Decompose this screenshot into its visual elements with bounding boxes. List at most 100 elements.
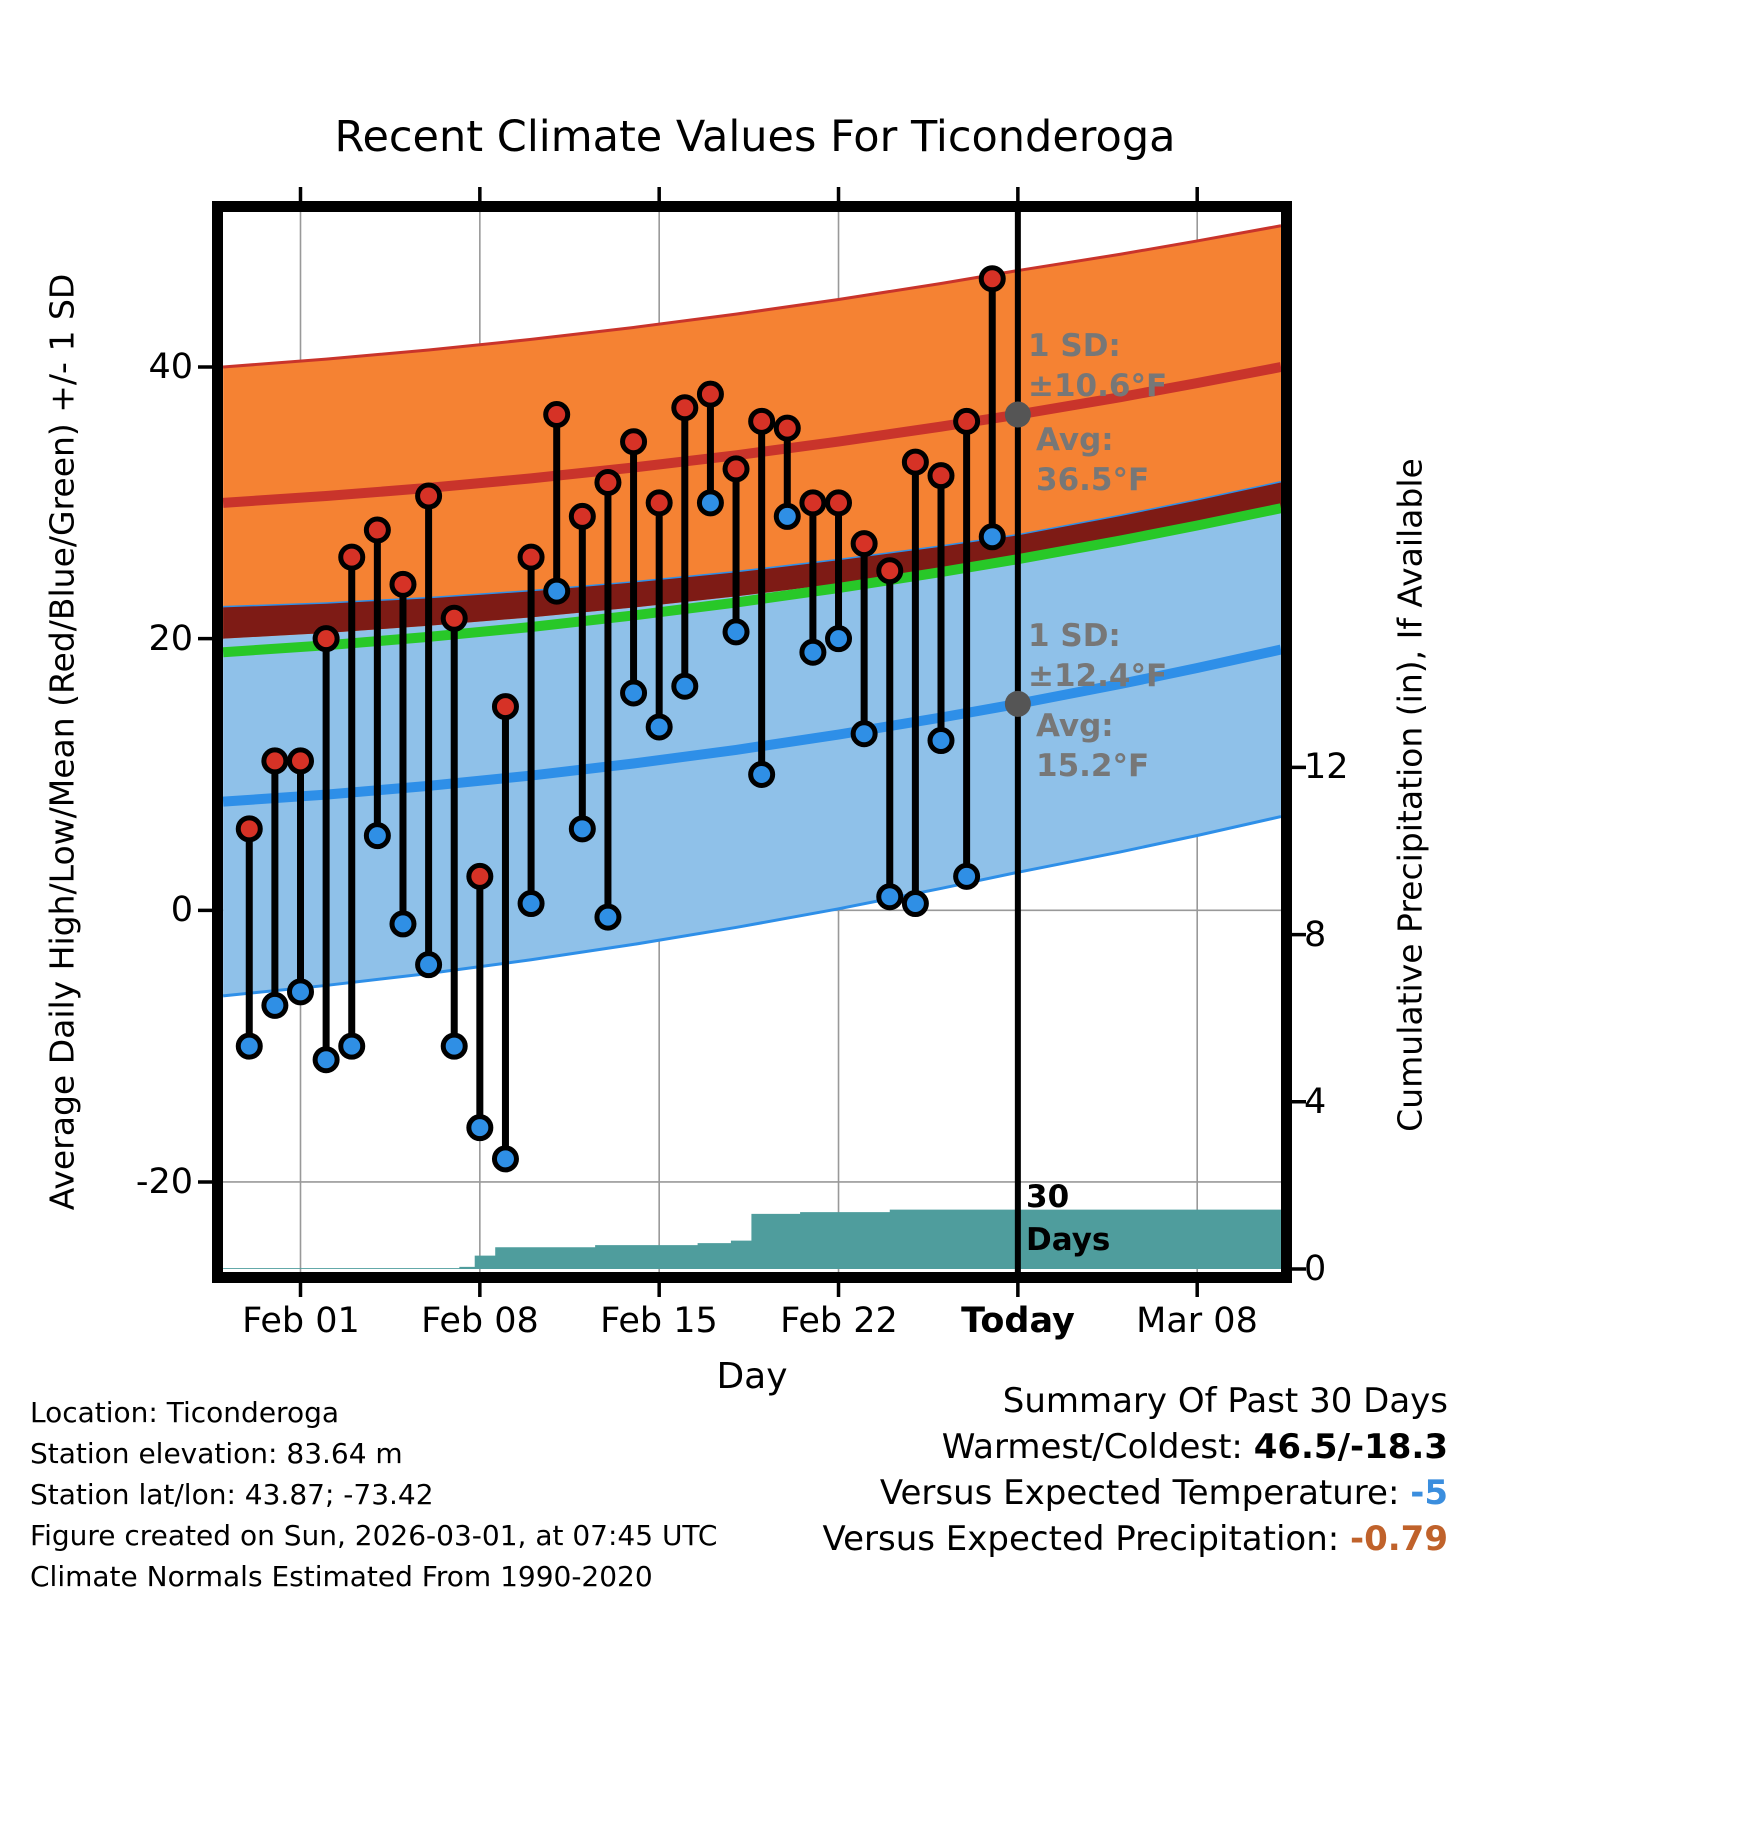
today-low-avg-marker	[1004, 690, 1031, 717]
x-tick-feb08: Feb 08	[421, 1301, 539, 1341]
footer-location: Location: Ticonderoga	[30, 1396, 340, 1429]
daily-high-dot	[415, 482, 443, 510]
footer-block: Location: Ticonderoga Station elevation:…	[30, 1392, 717, 1597]
y-right-tick-0: 0	[1304, 1249, 1327, 1289]
footer-latlon: Station lat/lon: 43.87; -73.42	[30, 1478, 434, 1511]
daily-high-dot	[389, 570, 417, 598]
y-right-axis-label: Cumulative Precipitation (in), If Availa…	[1390, 458, 1430, 1132]
y-right-tick-12: 12	[1304, 747, 1349, 787]
daily-low-dot	[543, 577, 571, 605]
band-overlap	[223, 482, 1281, 639]
x-tick-mar08: Mar 08	[1136, 1301, 1258, 1341]
daily-high-dot	[491, 693, 519, 721]
y-left-tick-20: 20	[148, 619, 193, 659]
daily-high-dot	[568, 502, 596, 530]
daily-low-dot	[363, 822, 391, 850]
daily-high-dot	[978, 265, 1006, 293]
daily-low-dot	[901, 890, 929, 918]
daily-high-dot	[312, 625, 340, 653]
daily-low-dot	[261, 991, 289, 1019]
low-avg-annotation: Avg: 15.2°F	[1036, 706, 1149, 786]
daily-low-dot	[645, 713, 673, 741]
daily-low-dot	[338, 1032, 366, 1060]
y-left-tick-40: 40	[148, 347, 193, 387]
high-sd-label: 1 SD:	[1028, 328, 1121, 364]
warmest-coldest-label: Warmest/Coldest:	[941, 1427, 1254, 1467]
daily-high-dot	[876, 557, 904, 585]
daily-low-dot	[696, 489, 724, 517]
daily-low-dot	[799, 638, 827, 666]
daily-high-dot	[363, 516, 391, 544]
x-tick-feb22: Feb 22	[780, 1301, 898, 1341]
daily-low-dot	[722, 618, 750, 646]
x-tick-feb15: Feb 15	[600, 1301, 718, 1341]
x-tick-feb01: Feb 01	[242, 1301, 360, 1341]
daily-high-dot	[748, 407, 776, 435]
daily-low-dot	[312, 1046, 340, 1074]
summary-vs-precip: Versus Expected Precipitation: -0.79	[822, 1516, 1448, 1562]
vs-precip-value: -0.79	[1350, 1519, 1448, 1559]
daily-high-dot	[645, 489, 673, 517]
precip-days-annotation: 30 Days	[1026, 1176, 1110, 1262]
low-avg-label: Avg:	[1036, 708, 1114, 744]
footer-created: Figure created on Sun, 2026-03-01, at 07…	[30, 1519, 718, 1552]
vs-temp-label: Versus Expected Temperature:	[879, 1473, 1411, 1513]
precip-days-line1: 30	[1026, 1179, 1070, 1215]
daily-high-dot	[287, 747, 314, 775]
daily-high-dot	[927, 462, 955, 490]
daily-low-dot	[927, 727, 955, 755]
daily-high-dot	[517, 543, 545, 571]
high-sd-annotation: 1 SD: ±10.6°F	[1028, 326, 1167, 406]
low-avg-value: 15.2°F	[1036, 748, 1150, 784]
high-avg-value: 36.5°F	[1036, 462, 1150, 498]
footer-elevation: Station elevation: 83.64 m	[30, 1437, 403, 1470]
daily-high-dot	[722, 455, 750, 483]
daily-low-dot	[594, 903, 622, 931]
footer-normals: Climate Normals Estimated From 1990-2020	[30, 1560, 653, 1593]
x-tick-today: Today	[961, 1301, 1075, 1341]
daily-high-dot	[620, 428, 648, 456]
daily-low-dot	[825, 625, 853, 653]
daily-high-dot	[901, 448, 929, 476]
summary-warmest-coldest: Warmest/Coldest: 46.5/-18.3	[822, 1424, 1448, 1470]
vs-temp-value: -5	[1410, 1473, 1448, 1513]
daily-low-dot	[440, 1032, 468, 1060]
low-band-bottom-edge	[222, 815, 1282, 998]
warmest-coldest-value: 46.5/-18.3	[1253, 1427, 1448, 1467]
high-avg-annotation: Avg: 36.5°F	[1036, 420, 1149, 500]
daily-low-dot	[491, 1145, 519, 1173]
daily-low-dot	[415, 951, 443, 979]
y-left-tick-m20: -20	[135, 1162, 193, 1202]
daily-low-dot	[568, 815, 596, 843]
daily-low-dot	[517, 890, 545, 918]
plot-border	[212, 201, 1292, 1283]
daily-low-dot	[773, 502, 801, 530]
low-sd-value: ±12.4°F	[1028, 658, 1168, 694]
x-axis-label: Day	[716, 1356, 788, 1397]
daily-high-dot	[261, 747, 289, 775]
daily-low-dot	[620, 679, 648, 707]
y-right-tick-8: 8	[1304, 915, 1327, 955]
daily-high-dot	[338, 543, 366, 571]
high-avg-label: Avg:	[1036, 422, 1114, 458]
daily-low-dot	[876, 883, 904, 911]
daily-low-dot	[748, 760, 776, 788]
summary-vs-temp: Versus Expected Temperature: -5	[822, 1470, 1448, 1516]
daily-high-dot	[235, 815, 263, 843]
vs-precip-label: Versus Expected Precipitation:	[822, 1519, 1350, 1559]
high-band-top-edge	[223, 224, 1282, 369]
summary-block: Summary Of Past 30 Days Warmest/Coldest:…	[822, 1378, 1448, 1562]
daily-low-dot	[389, 910, 417, 938]
daily-high-dot	[773, 414, 801, 442]
low-sd-label: 1 SD:	[1028, 618, 1121, 654]
daily-high-dot	[799, 489, 827, 517]
daily-low-dot	[466, 1114, 494, 1142]
daily-high-dot	[850, 530, 878, 558]
summary-title: Summary Of Past 30 Days	[1002, 1381, 1448, 1421]
daily-high-dot	[543, 401, 571, 429]
mean-line	[222, 503, 1282, 658]
high-sd-value: ±10.6°F	[1028, 368, 1168, 404]
y-right-tick-4: 4	[1304, 1082, 1327, 1122]
